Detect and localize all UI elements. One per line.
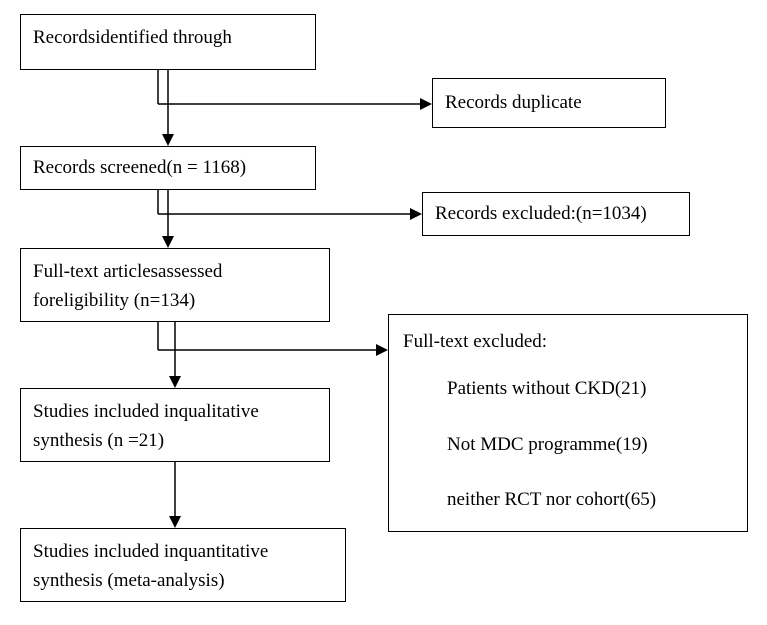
fulltext-excluded-item: Not MDC programme(19)	[447, 430, 733, 459]
node-records-excluded: Records excluded:(n=1034)	[422, 192, 690, 236]
node-quantitative-synthesis: Studies included inquantitative synthesi…	[20, 528, 346, 602]
fulltext-excluded-item: Patients without CKD(21)	[447, 374, 733, 403]
node-fulltext-excluded: Full-text excluded: Patients without CKD…	[388, 314, 748, 532]
node-fulltext-assessed: Full-text articlesassessed foreligibilit…	[20, 248, 330, 322]
fulltext-excluded-heading: Full-text excluded:	[403, 327, 733, 356]
node-records-identified: Recordsidentified through	[20, 14, 316, 70]
node-records-screened: Records screened(n = 1168)	[20, 146, 316, 190]
fulltext-excluded-item: neither RCT nor cohort(65)	[447, 485, 733, 514]
node-qualitative-synthesis: Studies included inqualitative synthesis…	[20, 388, 330, 462]
node-records-duplicate: Records duplicate	[432, 78, 666, 128]
